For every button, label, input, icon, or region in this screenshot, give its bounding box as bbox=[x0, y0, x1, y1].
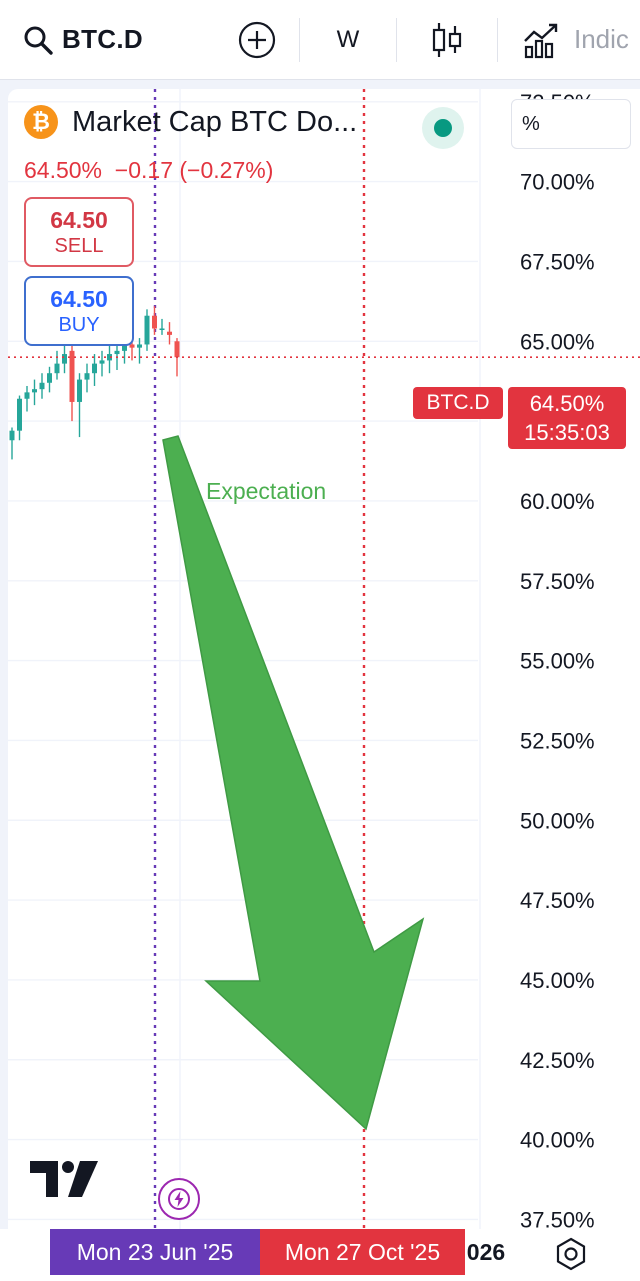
candles-icon bbox=[432, 22, 462, 57]
top-toolbar: BTC.D W Indic bbox=[0, 0, 640, 80]
candle bbox=[152, 306, 157, 335]
legend-title: Market Cap BTC Do... bbox=[72, 105, 358, 138]
date-marker-lines bbox=[153, 89, 366, 1229]
candle bbox=[167, 322, 172, 345]
legend-price: 64.50% bbox=[24, 157, 103, 183]
candle bbox=[17, 395, 22, 441]
interval-button[interactable]: W bbox=[336, 25, 360, 53]
quick-action-button[interactable] bbox=[158, 1178, 200, 1220]
y-tick-label: 37.50% bbox=[520, 1207, 595, 1229]
candle bbox=[92, 354, 97, 386]
y-tick-label: 65.00% bbox=[520, 329, 595, 354]
y-tick-label: 70.00% bbox=[520, 170, 595, 195]
buy-price: 64.50 bbox=[50, 286, 108, 312]
chart-type-button[interactable] bbox=[397, 0, 497, 79]
tradingview-logo-icon[interactable] bbox=[30, 1161, 98, 1197]
indicators-button[interactable]: Indic bbox=[498, 0, 640, 79]
search-icon bbox=[24, 26, 53, 55]
candle bbox=[9, 427, 15, 460]
y-tick-label: 40.00% bbox=[520, 1128, 595, 1153]
compare-add-button[interactable] bbox=[215, 0, 299, 79]
indicators-icon bbox=[524, 23, 558, 58]
sell-button[interactable]: 64.50 SELL bbox=[24, 197, 134, 267]
sell-label: SELL bbox=[54, 235, 104, 257]
year-tick-label: 2026 bbox=[466, 1229, 506, 1275]
toolbar-divider bbox=[299, 17, 300, 62]
candle bbox=[39, 373, 45, 399]
candle bbox=[159, 318, 165, 335]
candle bbox=[47, 366, 52, 393]
toolbar-divider bbox=[497, 17, 498, 62]
candle bbox=[77, 373, 82, 438]
bar-countdown: 15:35:03 bbox=[524, 420, 610, 445]
y-tick-label: 52.50% bbox=[520, 728, 595, 753]
bitcoin-icon: ₿ bbox=[24, 105, 58, 139]
end-date-label: Mon 27 Oct '25 bbox=[260, 1229, 465, 1275]
y-tick-label: 45.00% bbox=[520, 968, 595, 993]
legend-values: 64.50% −0.17 (−0.27%) bbox=[24, 157, 273, 184]
candle bbox=[107, 344, 112, 374]
y-tick-label: 42.50% bbox=[520, 1048, 595, 1073]
y-tick-label: 50.00% bbox=[520, 808, 595, 833]
grid bbox=[8, 89, 481, 1229]
candle bbox=[32, 379, 37, 406]
settings-icon[interactable] bbox=[552, 1235, 590, 1273]
lightning-icon bbox=[168, 1188, 190, 1210]
candle bbox=[84, 363, 90, 393]
candle bbox=[114, 341, 120, 371]
symbol-search[interactable]: BTC.D bbox=[0, 0, 215, 79]
year-tick-text: 2026 bbox=[466, 1238, 506, 1265]
start-date-label: Mon 23 Jun '25 bbox=[50, 1229, 260, 1275]
price-chart[interactable]: 72.50%70.00%67.50%65.00%62.50%60.00%57.5… bbox=[8, 89, 640, 1229]
y-tick-label: 47.50% bbox=[520, 888, 595, 913]
y-tick-label: 57.50% bbox=[520, 569, 595, 594]
y-tick-label: 55.00% bbox=[520, 649, 595, 674]
scale-mode-button[interactable]: % bbox=[511, 99, 631, 149]
candle bbox=[24, 385, 30, 412]
candle bbox=[62, 344, 67, 374]
market-status-indicator[interactable] bbox=[422, 107, 464, 149]
current-price-label: 64.50% 15:35:03 bbox=[508, 387, 626, 449]
candle bbox=[137, 338, 142, 364]
candle bbox=[144, 309, 150, 351]
price-scale[interactable]: 72.50%70.00%67.50%65.00%62.50%60.00%57.5… bbox=[520, 90, 595, 1229]
expectation-arrow[interactable] bbox=[162, 435, 425, 1131]
y-tick-label: 67.50% bbox=[520, 249, 595, 274]
candle bbox=[54, 350, 60, 380]
symbol-price-label: BTC.D bbox=[413, 387, 503, 419]
current-price-value: 64.50% bbox=[529, 391, 605, 416]
toolbar-divider bbox=[396, 17, 397, 62]
legend[interactable]: ₿ Market Cap BTC Do... bbox=[24, 105, 357, 139]
indicators-label: Indic bbox=[574, 24, 629, 54]
y-tick-label: 60.00% bbox=[520, 489, 595, 514]
sell-price: 64.50 bbox=[50, 207, 108, 233]
time-axis[interactable]: Mon 23 Jun '25 Mon 27 Oct '25 2026 bbox=[0, 1229, 640, 1281]
plus-circle-icon bbox=[238, 21, 276, 58]
chart-pane[interactable]: 72.50%70.00%67.50%65.00%62.50%60.00%57.5… bbox=[8, 89, 640, 1229]
candle bbox=[99, 350, 105, 377]
buy-button[interactable]: 64.50 BUY bbox=[24, 276, 134, 346]
symbol-name: BTC.D bbox=[62, 24, 143, 54]
buy-label: BUY bbox=[58, 314, 100, 336]
status-dot-icon bbox=[434, 119, 452, 137]
legend-change: −0.17 (−0.27%) bbox=[114, 157, 274, 183]
expectation-label[interactable]: Expectation bbox=[206, 478, 327, 504]
